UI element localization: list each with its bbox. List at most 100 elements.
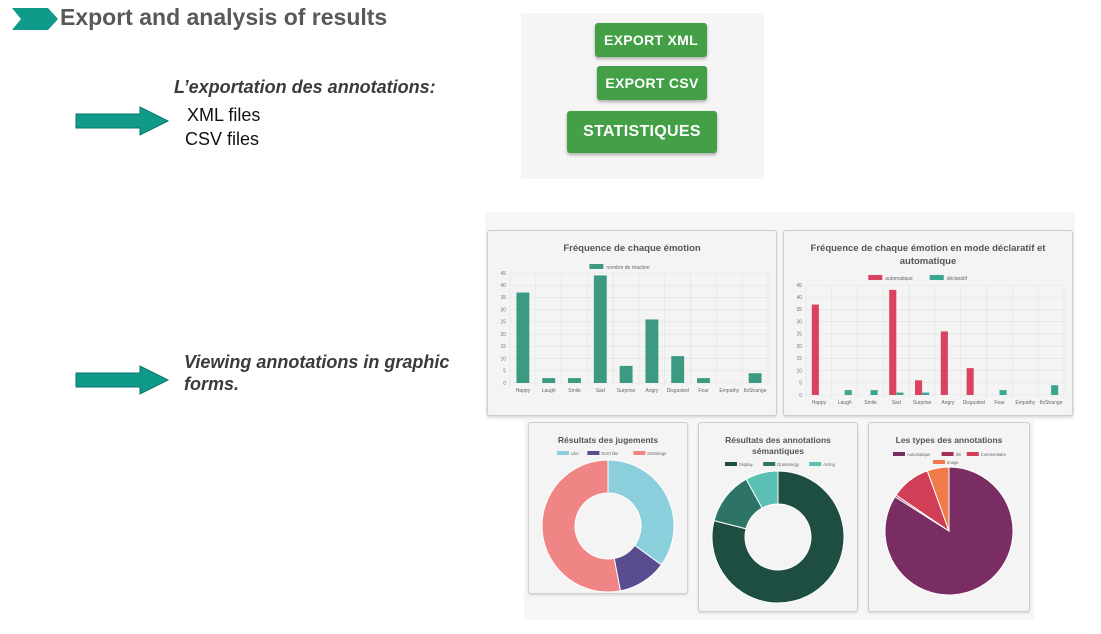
legend-label: nombre de réaction [606,265,649,271]
y-tick-label: 15 [796,356,802,362]
chart-title: Fréquence de chaque émotion [563,243,701,254]
annotation-types-chart-card: Les types des annotations Automatique SE C… [868,422,1030,612]
y-tick-label: 15 [500,344,506,350]
bar [593,275,607,383]
page-title: Export and analysis of results [60,4,388,30]
x-tick-label: Laugh [838,400,852,406]
legend-swatch [966,452,979,456]
legend-label: automatique [885,276,913,282]
semantic-annotations-chart-card: Résultats des annotations sémantiques Di… [698,422,858,612]
bar [966,368,974,395]
semantic-donut-chart: Display Dramaturgy Acting [711,462,845,604]
bar [811,304,819,395]
x-tick-label: Laugh [542,388,556,394]
x-tick-label: ItsStrange [744,388,767,394]
x-tick-label: Happy [516,388,531,394]
y-tick-label: 25 [500,320,506,326]
y-tick-label: 20 [500,332,506,338]
x-tick-label: Smile [568,388,581,394]
export-heading: L’exportation des annotations: [174,77,436,97]
legend-swatch [763,462,776,466]
legend-label: Don't like [601,451,619,456]
bar [645,319,659,383]
x-tick-label: Empathy [1015,400,1035,406]
y-tick-label: 0 [503,381,506,387]
chart-title: Résultats des jugements [557,435,659,445]
x-tick-label: Happy [812,400,827,406]
legend-label: ItsStrange [647,451,667,456]
title-chevron-icon [12,8,58,30]
export-item-csv: CSV files [185,129,260,149]
legend-swatch [868,275,883,280]
legend-swatch [633,451,646,455]
judgement-donut-chart: Like Don't like ItsStrange [541,451,675,593]
legend-swatch [725,462,737,466]
y-tick-label: 45 [500,271,506,277]
x-tick-label: Surprise [913,400,932,406]
x-tick-label: Disgusted [667,388,689,394]
judgement-results-chart-card: Résultats des jugements Like Don't like It… [528,422,688,594]
statistiques-button[interactable]: STATISTIQUES [567,111,717,153]
x-tick-label: Empathy [719,388,739,394]
bar [542,378,556,383]
x-tick-label: Fear [994,400,1005,406]
legend-swatch [893,452,905,456]
annotation-types-pie-chart: Automatique SE Commentaire Image [884,452,1014,596]
x-tick-label: Disgusted [963,400,985,406]
legend-swatch [929,275,944,280]
legend-swatch [933,460,945,464]
bar [619,365,633,383]
legend-label: Acting [823,462,835,467]
pie-slice [711,470,845,604]
y-tick-label: 0 [799,393,802,399]
legend-label: Automatique [907,452,931,457]
view-heading-line1: Viewing annotations in graphic [184,352,450,372]
bar [748,373,762,383]
legend-swatch [587,451,600,455]
y-tick-label: 30 [796,319,802,325]
bar [940,331,948,395]
bar [516,292,530,383]
legend-swatch [941,452,954,456]
y-tick-label: 40 [500,283,506,289]
export-xml-button[interactable]: EXPORT XML [595,23,707,57]
pie-slice [926,466,950,532]
legend-swatch [589,264,604,269]
x-tick-label: Sad [892,400,901,406]
bar [1051,385,1059,395]
bar [999,390,1007,395]
bar [870,390,878,395]
y-tick-label: 25 [796,332,802,338]
export-item-xml: XML files [187,105,261,125]
bar [697,378,710,383]
y-tick-label: 5 [503,369,506,375]
y-tick-label: 10 [796,368,802,374]
bar [889,289,897,395]
chart-title-line2: sémantiques [752,446,804,456]
y-tick-label: 30 [500,307,506,313]
bar [915,380,923,395]
view-heading-line2: forms. [184,374,240,394]
legend-label: déclaratif [947,276,968,282]
emotion-frequency-bar-chart: nombre de réaction 0 5 10 15 20 25 30 35 40 45 Happ… [500,264,769,394]
arrow-right-icon [75,106,170,136]
bar [671,356,685,383]
x-tick-label: ItsStrange [1040,400,1063,406]
legend-label: Display [739,462,754,467]
emotion-mode-chart-card: Fréquence de chaque émotion en mode décl… [783,230,1073,416]
chart-title-line1: Résultats des annotations [725,435,831,445]
x-tick-label: Fear [698,388,709,394]
chart-title: Les types des annotations [895,435,1003,445]
bar [922,392,930,395]
bar [844,390,852,395]
emotion-frequency-chart-card: Fréquence de chaque émotion nombre de ré… [487,230,777,416]
legend-swatch [557,451,569,455]
export-buttons-panel: EXPORT XML EXPORT CSV STATISTIQUES [521,13,764,179]
legend-label: Dramaturgy [777,462,800,467]
pie-slice [607,459,675,566]
export-csv-button[interactable]: EXPORT CSV [597,66,707,100]
y-tick-label: 35 [500,295,506,301]
pie-slice [745,470,779,509]
arrow-right-icon [75,365,170,395]
y-tick-label: 5 [799,381,802,387]
